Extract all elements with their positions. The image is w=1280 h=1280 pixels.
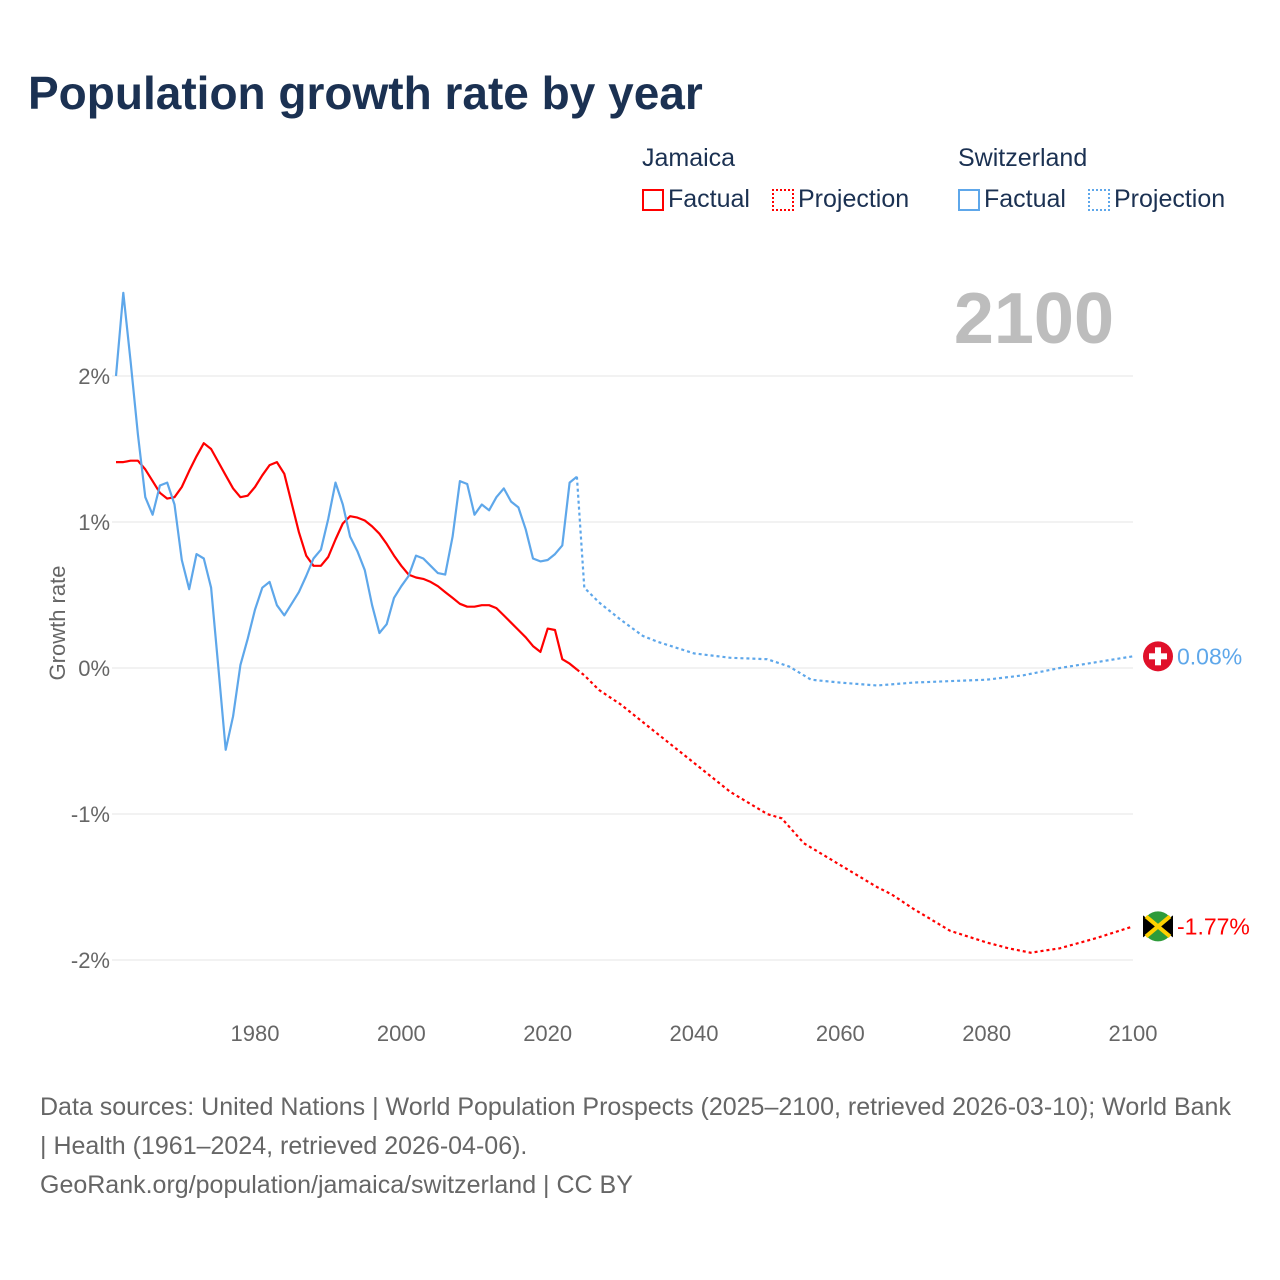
legend-switzerland: Switzerland Factual Projection [958,144,1241,214]
legend-group-label: Jamaica [642,144,736,172]
legend-label: Projection [1113,185,1226,213]
y-tick-label: -2% [71,948,110,973]
x-tick-label: 2100 [1109,1021,1158,1046]
legend-switzerland-factual[interactable]: Factual [958,185,1066,214]
y-tick-label: 0% [78,656,110,681]
jamaica-projection-line [576,668,1134,954]
credit-link[interactable]: GeoRank.org/population/jamaica/switzerla… [40,1171,633,1199]
legend-jamaica-factual[interactable]: Factual [642,185,750,214]
legend-label: Factual [668,185,750,213]
x-tick-label: 2040 [670,1021,719,1046]
x-tick-label: 2020 [523,1021,572,1046]
legend-jamaica-projection[interactable]: Projection [771,185,910,214]
current-year-label: 2100 [953,279,1114,359]
y-tick-label: 1% [78,510,110,535]
page-title: Population growth rate by year [28,67,703,119]
flag-triangle [1143,915,1158,938]
solid-swatch-icon [642,188,664,211]
y-tick-label: -1% [71,802,110,827]
legend-switzerland-projection[interactable]: Projection [1087,185,1226,214]
flag-triangle [1158,915,1173,938]
x-tick-label: 2060 [816,1021,865,1046]
switzerland-factual-line [114,291,578,751]
flag-cross [1149,653,1167,660]
line-chart: 2% 1% 0% -1% -2% 1980 2000 2020 2040 2060 2080 2100… [71,291,1250,1046]
legend-label: Factual [984,185,1066,213]
jamaica-end-label: -1.77% [1177,913,1250,939]
y-tick-label: 2% [78,364,110,389]
x-tick-label: 1980 [231,1021,280,1046]
dotted-swatch-icon [1087,188,1110,211]
flag-saltire [1144,914,1172,938]
x-tick-label: 2000 [377,1021,426,1046]
x-tick-label: 2080 [962,1021,1011,1046]
switzerland-end-label: 0.08% [1177,643,1242,669]
footer: Data sources: United Nations | World Pop… [40,1088,1240,1205]
legend-label: Projection [797,185,910,213]
legend-group-label: Switzerland [958,144,1088,172]
switzerland-projection-line [575,476,1134,687]
legend-jamaica: Jamaica Factual Projection [642,144,925,214]
solid-swatch-icon [958,188,980,211]
data-sources: Data sources: United Nations | World Pop… [40,1093,1231,1160]
dotted-swatch-icon [771,188,794,211]
jamaica-factual-line [116,442,578,671]
